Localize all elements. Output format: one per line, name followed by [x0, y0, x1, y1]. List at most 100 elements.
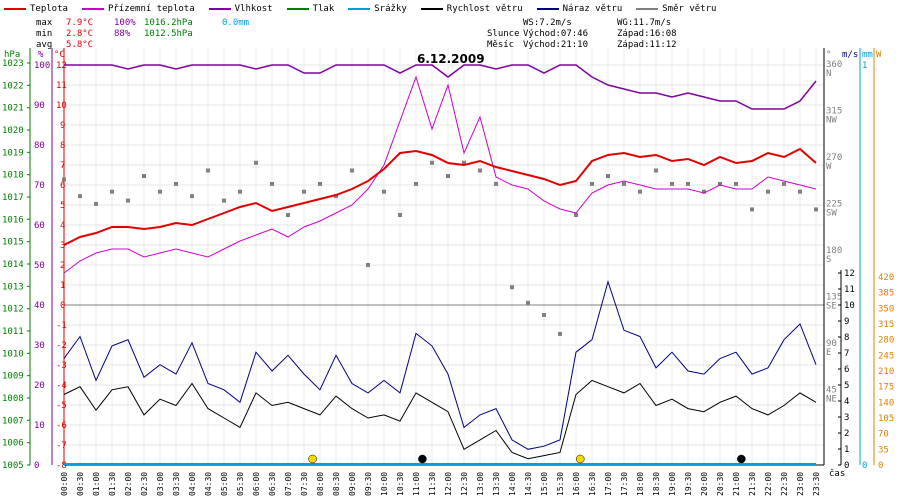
- x-tick-label: 10:30: [396, 472, 405, 496]
- w-tick-label: 175: [878, 383, 894, 393]
- moonrise-time: Východ:21:10: [523, 40, 589, 50]
- celsius-tick-label: 12: [56, 61, 67, 71]
- x-tick-label: 12:30: [460, 472, 469, 496]
- wind-direction-mark: [414, 181, 418, 186]
- ms-tick-label: 4: [844, 397, 849, 407]
- x-tick-label: 06:00: [252, 472, 261, 496]
- celsius-tick-label: -3: [56, 361, 67, 371]
- ground-temp-line: [63, 75, 817, 274]
- hpa-tick-label: 1012: [2, 305, 24, 315]
- legend: Teplota Přízemní teplota Vlhkost Tlak Srážky…: [4, 2, 730, 16]
- percent-tick-label: 20: [34, 381, 45, 391]
- x-tick-label: 05:00: [220, 472, 229, 496]
- plot-area: [64, 48, 824, 465]
- w-tick-label: 280: [878, 336, 894, 346]
- ms-axis-label: m/s: [842, 50, 858, 60]
- stats-max-press: 1016.2hPa: [144, 18, 193, 28]
- wind-direction-mark: [718, 181, 722, 186]
- wind-direction-mark: [222, 198, 226, 203]
- x-tick-label: 16:00: [572, 472, 581, 496]
- wind-direction-mark: [590, 181, 594, 186]
- percent-tick-label: 90: [34, 101, 45, 111]
- legend-item: Přízemní teplota: [81, 2, 195, 16]
- event-marker-moonset: [418, 454, 427, 464]
- x-tick-label: 23:30: [812, 472, 821, 496]
- hpa-tick-label: 1010: [2, 349, 24, 359]
- legend-item: Tlak: [286, 2, 334, 16]
- wind-direction-mark: [654, 168, 658, 173]
- celsius-tick-label: 7: [60, 161, 65, 171]
- wind-direction-mark: [622, 181, 626, 186]
- wind-direction-mark: [430, 160, 434, 165]
- legend-swatch: [536, 8, 559, 10]
- x-tick-label: 03:30: [172, 472, 181, 496]
- wind-direction-mark: [686, 181, 690, 186]
- stats-box: max 7.9°C 100% 1016.2hPa 0.0mm min 2.8°C 88% 10…: [36, 18, 249, 51]
- wind-gust-max: WG:11.7m/s: [617, 18, 672, 28]
- w-tick-label: 315: [878, 320, 894, 330]
- legend-swatch: [208, 8, 231, 10]
- legend-label: Směr větru: [662, 4, 717, 14]
- wind-direction-mark: [798, 189, 802, 194]
- percent-tick-label: 70: [34, 181, 45, 191]
- ms-tick-label: 11: [844, 285, 855, 295]
- x-tick-label: 20:00: [700, 472, 709, 496]
- direction-tick-label: SW: [826, 209, 837, 219]
- wind-direction-mark: [302, 189, 306, 194]
- degree-tick-label: 360: [826, 60, 842, 70]
- wind-direction-mark: [142, 174, 146, 179]
- stats-min-label: min: [36, 29, 53, 39]
- wind-direction-mark: [174, 181, 178, 186]
- stats-min-hum: 88%: [114, 29, 131, 39]
- celsius-tick-label: -8: [56, 461, 67, 471]
- wind-direction-mark: [126, 198, 130, 203]
- wind-direction-mark: [510, 285, 514, 290]
- hpa-tick-label: 1013: [2, 282, 24, 292]
- w-axis-label: W: [876, 50, 882, 60]
- x-tick-label: 11:00: [412, 472, 421, 496]
- x-tick-label: 04:00: [188, 472, 197, 496]
- stats-avg-label: avg: [36, 40, 53, 50]
- wind-direction-mark: [62, 177, 66, 182]
- wind-direction-mark: [526, 300, 530, 305]
- legend-label: Rychlost větru: [446, 4, 523, 14]
- mm-tick-label: 0: [862, 461, 867, 471]
- wind-direction-mark: [398, 213, 402, 217]
- x-tick-label: 16:30: [588, 472, 597, 496]
- hpa-tick-label: 1018: [2, 171, 24, 181]
- sunrise-time: Východ:07:46: [523, 29, 589, 39]
- direction-tick-label: E: [826, 348, 831, 358]
- celsius-tick-label: 9: [60, 121, 65, 131]
- x-tick-label: 01:00: [92, 472, 101, 496]
- x-tick-label: 23:00: [796, 472, 805, 496]
- w-tick-label: 210: [878, 367, 894, 377]
- moon-label: Měsíc: [487, 40, 515, 50]
- wind-direction-mark: [254, 160, 258, 165]
- wind-direction-mark: [94, 201, 98, 206]
- wind-direction-mark: [286, 213, 290, 217]
- x-tick-label: 14:00: [508, 472, 517, 496]
- wind-direction-mark: [446, 174, 450, 179]
- degree-tick-label: 135: [826, 293, 842, 303]
- celsius-tick-label: 0: [60, 301, 65, 311]
- wind-direction-mark: [766, 189, 770, 194]
- legend-swatch: [420, 8, 443, 10]
- hpa-tick-label: 1014: [2, 260, 24, 270]
- x-tick-label: 15:00: [540, 472, 549, 496]
- celsius-tick-label: 6: [60, 181, 65, 191]
- x-tick-label: 10:00: [380, 472, 389, 496]
- x-tick-label: 17:00: [604, 472, 613, 496]
- percent-tick-label: 0: [34, 461, 39, 471]
- x-tick-label: 22:00: [764, 472, 773, 496]
- hpa-tick-label: 1005: [2, 461, 24, 471]
- hpa-tick-label: 1009: [2, 372, 24, 382]
- humidity-line: [64, 64, 817, 110]
- hpa-tick-label: 1019: [2, 148, 24, 158]
- x-tick-label: 13:00: [476, 472, 485, 496]
- legend-swatch: [4, 8, 26, 10]
- celsius-tick-label: -4: [56, 381, 67, 391]
- x-tick-label: 14:30: [524, 472, 533, 496]
- w-tick-label: 245: [878, 351, 894, 361]
- ms-tick-label: 0: [844, 461, 849, 471]
- celsius-tick-label: 4: [60, 221, 65, 231]
